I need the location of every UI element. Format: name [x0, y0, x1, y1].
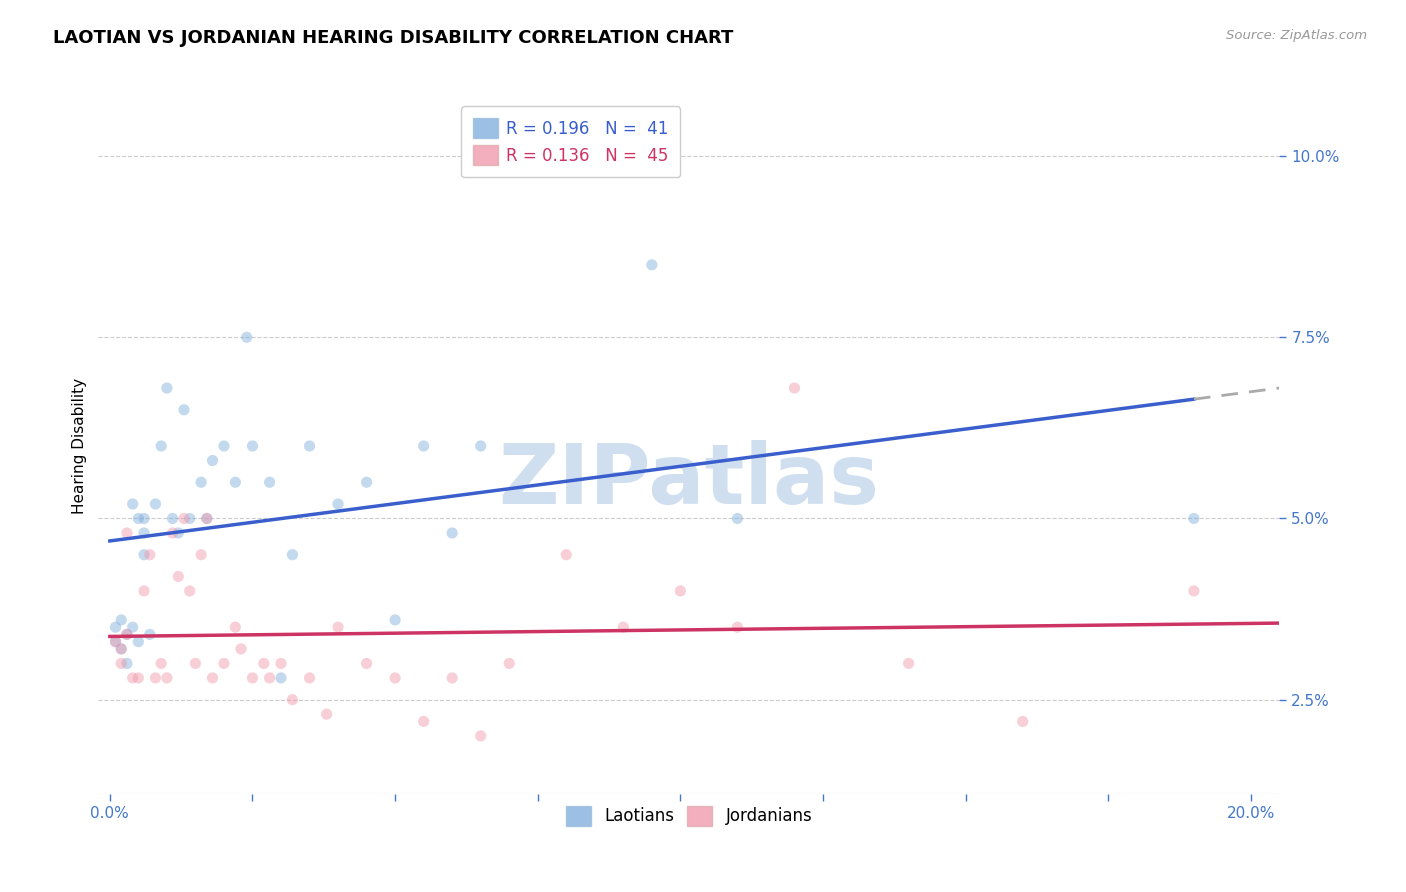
Point: [470, 439, 492, 453]
Point: [145, 671, 167, 685]
Point: [115, 526, 138, 541]
Point: [669, 584, 692, 599]
Point: [224, 620, 246, 634]
Point: [104, 620, 127, 634]
Point: [121, 671, 143, 685]
Point: [326, 620, 349, 634]
Point: [121, 620, 143, 634]
Point: [229, 642, 252, 657]
Point: [110, 642, 132, 657]
Point: [156, 381, 179, 395]
Point: [127, 511, 149, 525]
Point: [132, 526, 155, 541]
Point: [104, 634, 127, 648]
Point: [356, 475, 378, 490]
Point: [281, 692, 304, 706]
Point: [498, 657, 520, 671]
Point: [253, 657, 276, 671]
Point: [236, 330, 259, 344]
Point: [641, 258, 664, 272]
Point: [725, 620, 748, 634]
Point: [167, 569, 190, 583]
Point: [104, 634, 127, 648]
Point: [179, 511, 201, 525]
Point: [115, 657, 138, 671]
Point: [195, 511, 218, 525]
Point: [162, 526, 184, 541]
Point: [224, 475, 246, 490]
Point: [384, 613, 406, 627]
Point: [470, 729, 492, 743]
Point: [242, 671, 264, 685]
Point: [315, 707, 337, 722]
Point: [201, 453, 224, 467]
Point: [115, 627, 138, 641]
Point: [132, 548, 155, 562]
Point: [783, 381, 806, 395]
Point: [115, 627, 138, 641]
Point: [725, 511, 748, 525]
Point: [326, 497, 349, 511]
Point: [270, 671, 292, 685]
Text: Source: ZipAtlas.com: Source: ZipAtlas.com: [1226, 29, 1367, 42]
Point: [110, 657, 132, 671]
Point: [184, 657, 207, 671]
Point: [110, 613, 132, 627]
Point: [156, 671, 179, 685]
Point: [555, 548, 578, 562]
Point: [441, 526, 464, 541]
Point: [167, 526, 190, 541]
Point: [132, 511, 155, 525]
Point: [242, 439, 264, 453]
Point: [412, 439, 434, 453]
Point: [441, 671, 464, 685]
Point: [145, 497, 167, 511]
Text: ZIPatlas: ZIPatlas: [499, 441, 879, 521]
Point: [173, 511, 195, 525]
Point: [212, 657, 235, 671]
Point: [121, 497, 143, 511]
Point: [281, 548, 304, 562]
Point: [127, 634, 149, 648]
Point: [356, 657, 378, 671]
Point: [150, 439, 173, 453]
Point: [201, 671, 224, 685]
Point: [190, 548, 212, 562]
Point: [195, 511, 218, 525]
Point: [212, 439, 235, 453]
Legend: Laotians, Jordanians: Laotians, Jordanians: [554, 794, 824, 838]
Point: [173, 402, 195, 417]
Point: [298, 671, 321, 685]
Point: [139, 627, 162, 641]
Point: [384, 671, 406, 685]
Point: [110, 642, 132, 657]
Point: [1182, 584, 1205, 599]
Point: [179, 584, 201, 599]
Point: [897, 657, 920, 671]
Point: [127, 671, 149, 685]
Point: [132, 584, 155, 599]
Point: [139, 548, 162, 562]
Point: [259, 475, 281, 490]
Point: [1011, 714, 1033, 729]
Point: [150, 657, 173, 671]
Text: LAOTIAN VS JORDANIAN HEARING DISABILITY CORRELATION CHART: LAOTIAN VS JORDANIAN HEARING DISABILITY …: [53, 29, 734, 46]
Point: [259, 671, 281, 685]
Point: [1182, 511, 1205, 525]
Point: [270, 657, 292, 671]
Point: [298, 439, 321, 453]
Point: [162, 511, 184, 525]
Point: [412, 714, 434, 729]
Point: [190, 475, 212, 490]
Y-axis label: Hearing Disability: Hearing Disability: [72, 378, 87, 514]
Point: [612, 620, 634, 634]
